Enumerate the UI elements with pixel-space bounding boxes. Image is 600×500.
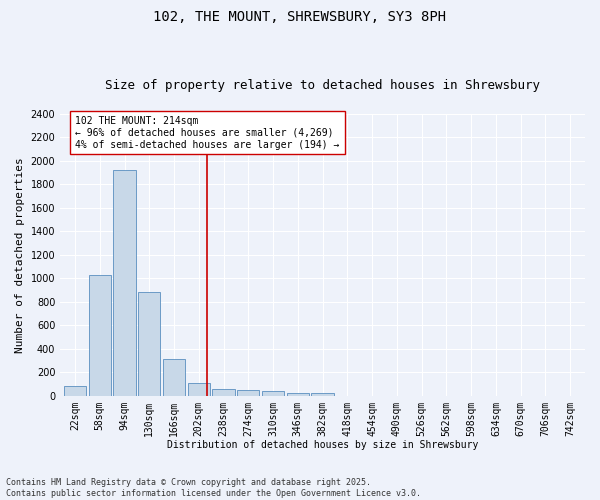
Bar [237,390,259,396]
Bar [262,391,284,396]
Bar [113,170,136,396]
Y-axis label: Number of detached properties: Number of detached properties [15,157,25,352]
Bar [188,383,210,396]
Bar [311,394,334,396]
Text: 102, THE MOUNT, SHREWSBURY, SY3 8PH: 102, THE MOUNT, SHREWSBURY, SY3 8PH [154,10,446,24]
Bar [212,390,235,396]
Bar [64,386,86,396]
Bar [163,358,185,396]
Bar [287,394,309,396]
Bar [89,275,111,396]
Text: 102 THE MOUNT: 214sqm
← 96% of detached houses are smaller (4,269)
4% of semi-de: 102 THE MOUNT: 214sqm ← 96% of detached … [75,116,340,150]
Bar [138,292,160,396]
Text: Contains HM Land Registry data © Crown copyright and database right 2025.
Contai: Contains HM Land Registry data © Crown c… [6,478,421,498]
Title: Size of property relative to detached houses in Shrewsbury: Size of property relative to detached ho… [105,79,540,92]
X-axis label: Distribution of detached houses by size in Shrewsbury: Distribution of detached houses by size … [167,440,478,450]
